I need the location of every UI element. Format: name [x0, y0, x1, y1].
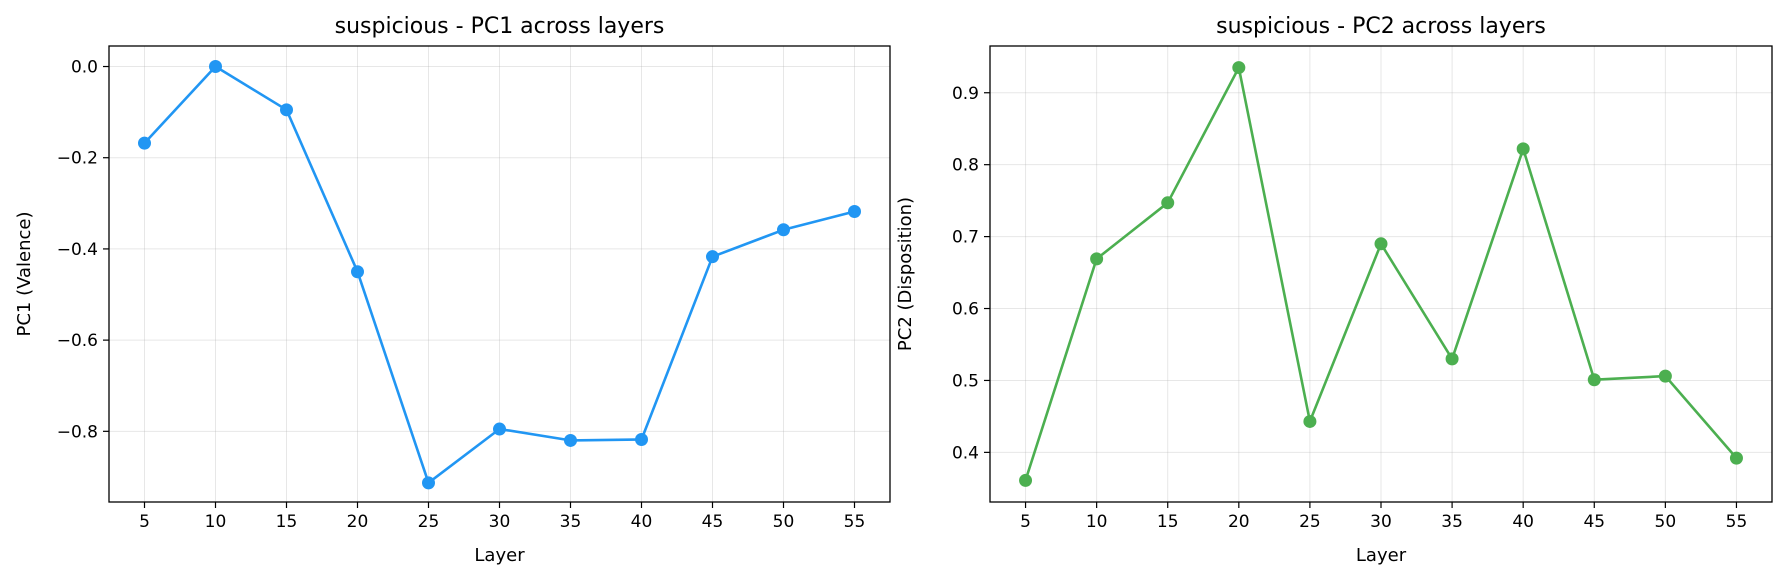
x-tick-label: 5	[139, 512, 150, 532]
y-tick-label: −0.4	[57, 240, 98, 260]
x-axis-label: Layer	[474, 545, 525, 566]
y-axis-label: PC1 (Valence)	[14, 211, 35, 336]
y-tick-label: −0.8	[57, 422, 98, 442]
chart-title: suspicious - PC1 across layers	[335, 14, 665, 39]
y-axis-label: PC2 (Disposition)	[895, 197, 916, 351]
x-axis-label: Layer	[1356, 545, 1407, 566]
y-tick-label: −0.2	[57, 149, 98, 169]
x-tick-label: 25	[418, 512, 440, 532]
data-point	[1445, 352, 1459, 366]
x-tick-label: 20	[347, 512, 369, 532]
data-point	[1019, 473, 1033, 487]
x-tick-label: 40	[631, 512, 653, 532]
data-point	[351, 265, 364, 279]
y-tick-label: 0.4	[952, 443, 979, 463]
data-point	[1658, 369, 1672, 383]
x-tick-label: 10	[1086, 512, 1108, 532]
x-tick-label: 35	[560, 512, 582, 532]
data-point	[1090, 252, 1104, 266]
x-tick-label: 25	[1299, 512, 1321, 532]
x-tick-label: 50	[773, 512, 795, 532]
data-point	[1587, 373, 1601, 387]
y-tick-label: 0.7	[952, 228, 979, 248]
y-tick-label: 0.6	[952, 300, 979, 320]
data-point	[1374, 237, 1388, 251]
data-point	[493, 422, 506, 436]
data-point	[1729, 451, 1743, 465]
pc1-chart-panel: 5 10 15 20 25 30 35 40 45 50 55 0.0 −0.2 −0.4 −0.6 −0.8…	[14, 14, 891, 566]
y-tick-label: −0.6	[57, 331, 98, 351]
data-point	[777, 223, 790, 237]
data-point	[209, 60, 222, 74]
pc2-chart-panel: 5 10 15 20 25 30 35 40 45 50 55 0.4 0.5 0.6 0.7 0.8 0.9 s…	[895, 14, 1773, 566]
x-tick-label: 30	[1370, 512, 1392, 532]
data-point	[1232, 61, 1246, 75]
data-point	[1303, 414, 1317, 428]
x-tick-label: 30	[489, 512, 511, 532]
y-tick-label: 0.9	[952, 84, 979, 104]
x-tick-label: 45	[702, 512, 724, 532]
y-tick-label: 0.5	[952, 371, 979, 391]
x-tick-label: 35	[1441, 512, 1463, 532]
y-tick-label: 0.8	[952, 156, 979, 176]
x-tick-label: 40	[1512, 512, 1534, 532]
y-tick-label: 0.0	[71, 58, 98, 78]
data-point	[635, 433, 648, 447]
x-tick-label: 5	[1020, 512, 1031, 532]
data-point	[706, 250, 719, 264]
x-tick-label: 10	[205, 512, 227, 532]
x-tick-label: 45	[1583, 512, 1605, 532]
x-tick-label: 15	[1157, 512, 1179, 532]
x-tick-label: 55	[844, 512, 866, 532]
x-tick-label: 55	[1726, 512, 1748, 532]
data-point	[1516, 142, 1530, 156]
x-tick-label: 20	[1228, 512, 1250, 532]
x-tick-label: 15	[276, 512, 298, 532]
data-point	[422, 476, 435, 490]
data-point	[138, 136, 151, 150]
data-point	[564, 433, 577, 447]
data-point	[848, 205, 861, 219]
data-point	[1161, 196, 1175, 210]
x-tick-label: 50	[1655, 512, 1677, 532]
chart-title: suspicious - PC2 across layers	[1216, 14, 1546, 39]
data-point	[280, 103, 293, 117]
